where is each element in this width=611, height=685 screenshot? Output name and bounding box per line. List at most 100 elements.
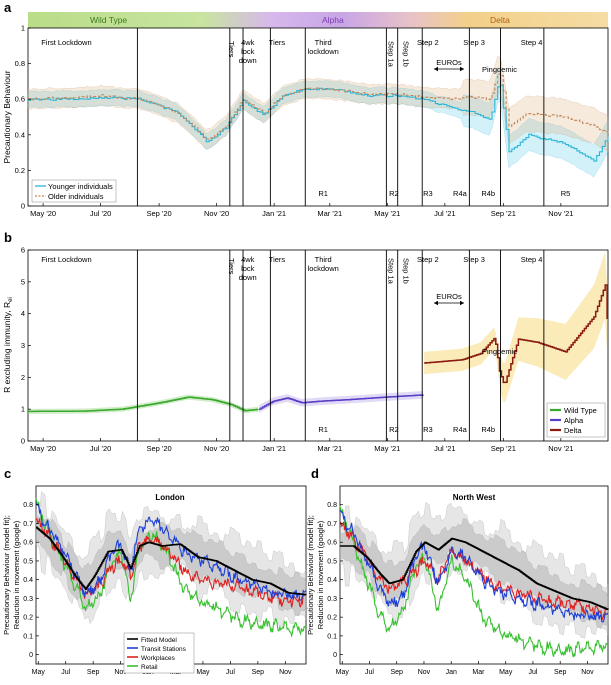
phase-label: Step 2 <box>417 38 439 47</box>
phase-label: Step 1a <box>386 258 395 285</box>
y-tick-label-d: 0.1 <box>327 633 337 640</box>
y-tick-label-a: 1 <box>21 24 25 33</box>
y-tick-label-d: 0.5 <box>327 558 337 565</box>
x-tick-label-c: Nov <box>114 669 127 676</box>
y-tick-label-b: 6 <box>21 246 25 255</box>
panel-d: North West 0 0.1 0.2 0.3 0.4 0.5 0.6 0.7 0.8 May… <box>306 485 609 676</box>
r-label: R3 <box>423 425 433 434</box>
series-workplaces-d <box>339 521 609 621</box>
phase-label: Step 4 <box>521 38 543 47</box>
variant-label-delta: Delta <box>490 15 510 25</box>
phase-label: lockdown <box>308 264 339 273</box>
r-label: R4a <box>453 425 468 434</box>
series-lines-a <box>28 73 609 162</box>
pingdemic-label-b: Pingdemic <box>482 347 517 356</box>
x-tick-label-c: Sep <box>87 669 100 676</box>
x-tick-label-d: Sep <box>390 669 403 676</box>
phase-label: 4wk <box>241 38 255 47</box>
r-label: R1 <box>318 425 328 434</box>
legend-label-transit: Transit Stations <box>141 646 187 653</box>
series-fitted-model-c <box>36 526 307 596</box>
series-delta <box>424 284 608 384</box>
legend-a: Younger individuals Older individuals <box>31 179 117 203</box>
legend-c: Fitted Model Transit Stations Workplaces… <box>123 632 195 674</box>
y-tick-label-a: 0.8 <box>15 59 25 68</box>
y-tick-label-b: 1 <box>21 405 25 414</box>
panel-letter-c: c <box>4 466 11 481</box>
y-tick-label-a: 0.4 <box>15 130 25 139</box>
x-tick-label-b: May '21 <box>374 444 400 453</box>
phase-label: Step 2 <box>417 255 439 264</box>
series-wild-type <box>28 396 259 413</box>
y-tick-label-d: 0 <box>333 652 337 659</box>
x-tick-label-b: Mar '21 <box>317 444 342 453</box>
variant-label-alpha: Alpha <box>322 15 344 25</box>
phase-label: Step 3 <box>463 255 485 264</box>
y-tick-label-c: 0.3 <box>23 596 33 603</box>
x-tick-label-b: Nov '20 <box>204 444 229 453</box>
fitted-model-band-d <box>339 518 609 629</box>
y-tick-label-c: 0.6 <box>23 540 33 547</box>
r-label: R3 <box>423 189 433 198</box>
phase-label: lockdown <box>308 47 339 56</box>
r-label: R2 <box>389 425 399 434</box>
series-lines-b <box>28 284 608 413</box>
r-label: R1 <box>318 189 328 198</box>
panel-letter-b: b <box>4 230 12 245</box>
euros-annotation-b: EUROs <box>434 292 464 306</box>
x-tick-label-d: Jul <box>365 669 374 676</box>
y-axis-label-a: Precautionary Behaviour <box>2 70 12 163</box>
x-tick-label-d: Mar <box>472 669 485 676</box>
x-tick-label-c: Nov <box>279 669 292 676</box>
x-tick-label-b: Nov '21 <box>548 444 573 453</box>
x-tick-label-c: Sep <box>252 669 265 676</box>
series-retail-c <box>35 498 307 638</box>
x-tick-label-d: May <box>336 669 350 676</box>
x-tick-label-d: Sep <box>554 669 567 676</box>
x-tick-label-a: Nov '20 <box>204 209 229 218</box>
y-axis-label-c: Precautionary Behaviour (model fit); <box>2 515 11 635</box>
x-tick-label-a: Nov '21 <box>548 209 573 218</box>
y-tick-label-a: 0.6 <box>15 95 25 104</box>
y-tick-label-a: 0 <box>21 202 25 211</box>
panel-letter-d: d <box>311 466 319 481</box>
series-delta-band <box>424 251 608 403</box>
x-tick-label-d: Nov <box>418 669 431 676</box>
y-tick-label-c: 0 <box>29 652 33 659</box>
y-tick-label-d: 0.8 <box>327 502 337 509</box>
x-tick-label-b: Jul '20 <box>90 444 111 453</box>
legend-label-fitted-model: Fitted Model <box>141 637 177 644</box>
euros-annotation-a: EUROs <box>434 58 464 72</box>
x-tick-label-a: Sep '20 <box>146 209 171 218</box>
x-tick-label-a: May '20 <box>30 209 56 218</box>
x-tick-label-b: May '20 <box>30 444 56 453</box>
phase-lines-b <box>136 250 545 441</box>
phase-lines-a <box>136 28 545 206</box>
legend-b: Wild Type Alpha Delta <box>546 402 606 438</box>
y-tick-label-a: 0.2 <box>15 166 25 175</box>
phase-label: First Lockdown <box>41 38 91 47</box>
phase-label: Step 1b <box>401 41 410 67</box>
phase-label: Tiers <box>269 255 286 264</box>
chart-title-c: London <box>155 493 184 502</box>
x-ticks-a: May '20 Jul '20 Sep '20 Nov '20 Jan '21 Mar '… <box>30 203 573 218</box>
phase-label: Third <box>315 38 332 47</box>
x-tick-label-b: Jul '21 <box>434 444 455 453</box>
legend-label-workplaces: Workplaces <box>141 655 176 662</box>
legend-label-wild-type: Wild Type <box>564 406 597 415</box>
y-axis-label-d-2: Reduction in movement (google) <box>316 520 325 629</box>
legend-label-alpha: Alpha <box>564 416 584 425</box>
y-tick-label-c: 0.7 <box>23 521 33 528</box>
y-axis-label-d: Precautionary Behaviour (model fit); <box>306 515 315 635</box>
band-older <box>27 55 609 152</box>
y-tick-label-c: 0.8 <box>23 502 33 509</box>
y-tick-label-d: 0.7 <box>327 521 337 528</box>
x-tick-label-d: Nov <box>581 669 594 676</box>
uncertainty-band-c <box>35 491 307 628</box>
x-tick-label-a: Sep '21 <box>491 209 516 218</box>
x-tick-label-a: May '21 <box>374 209 400 218</box>
x-tick-label-c: Jul <box>61 669 70 676</box>
series-younger-individuals <box>28 84 609 162</box>
